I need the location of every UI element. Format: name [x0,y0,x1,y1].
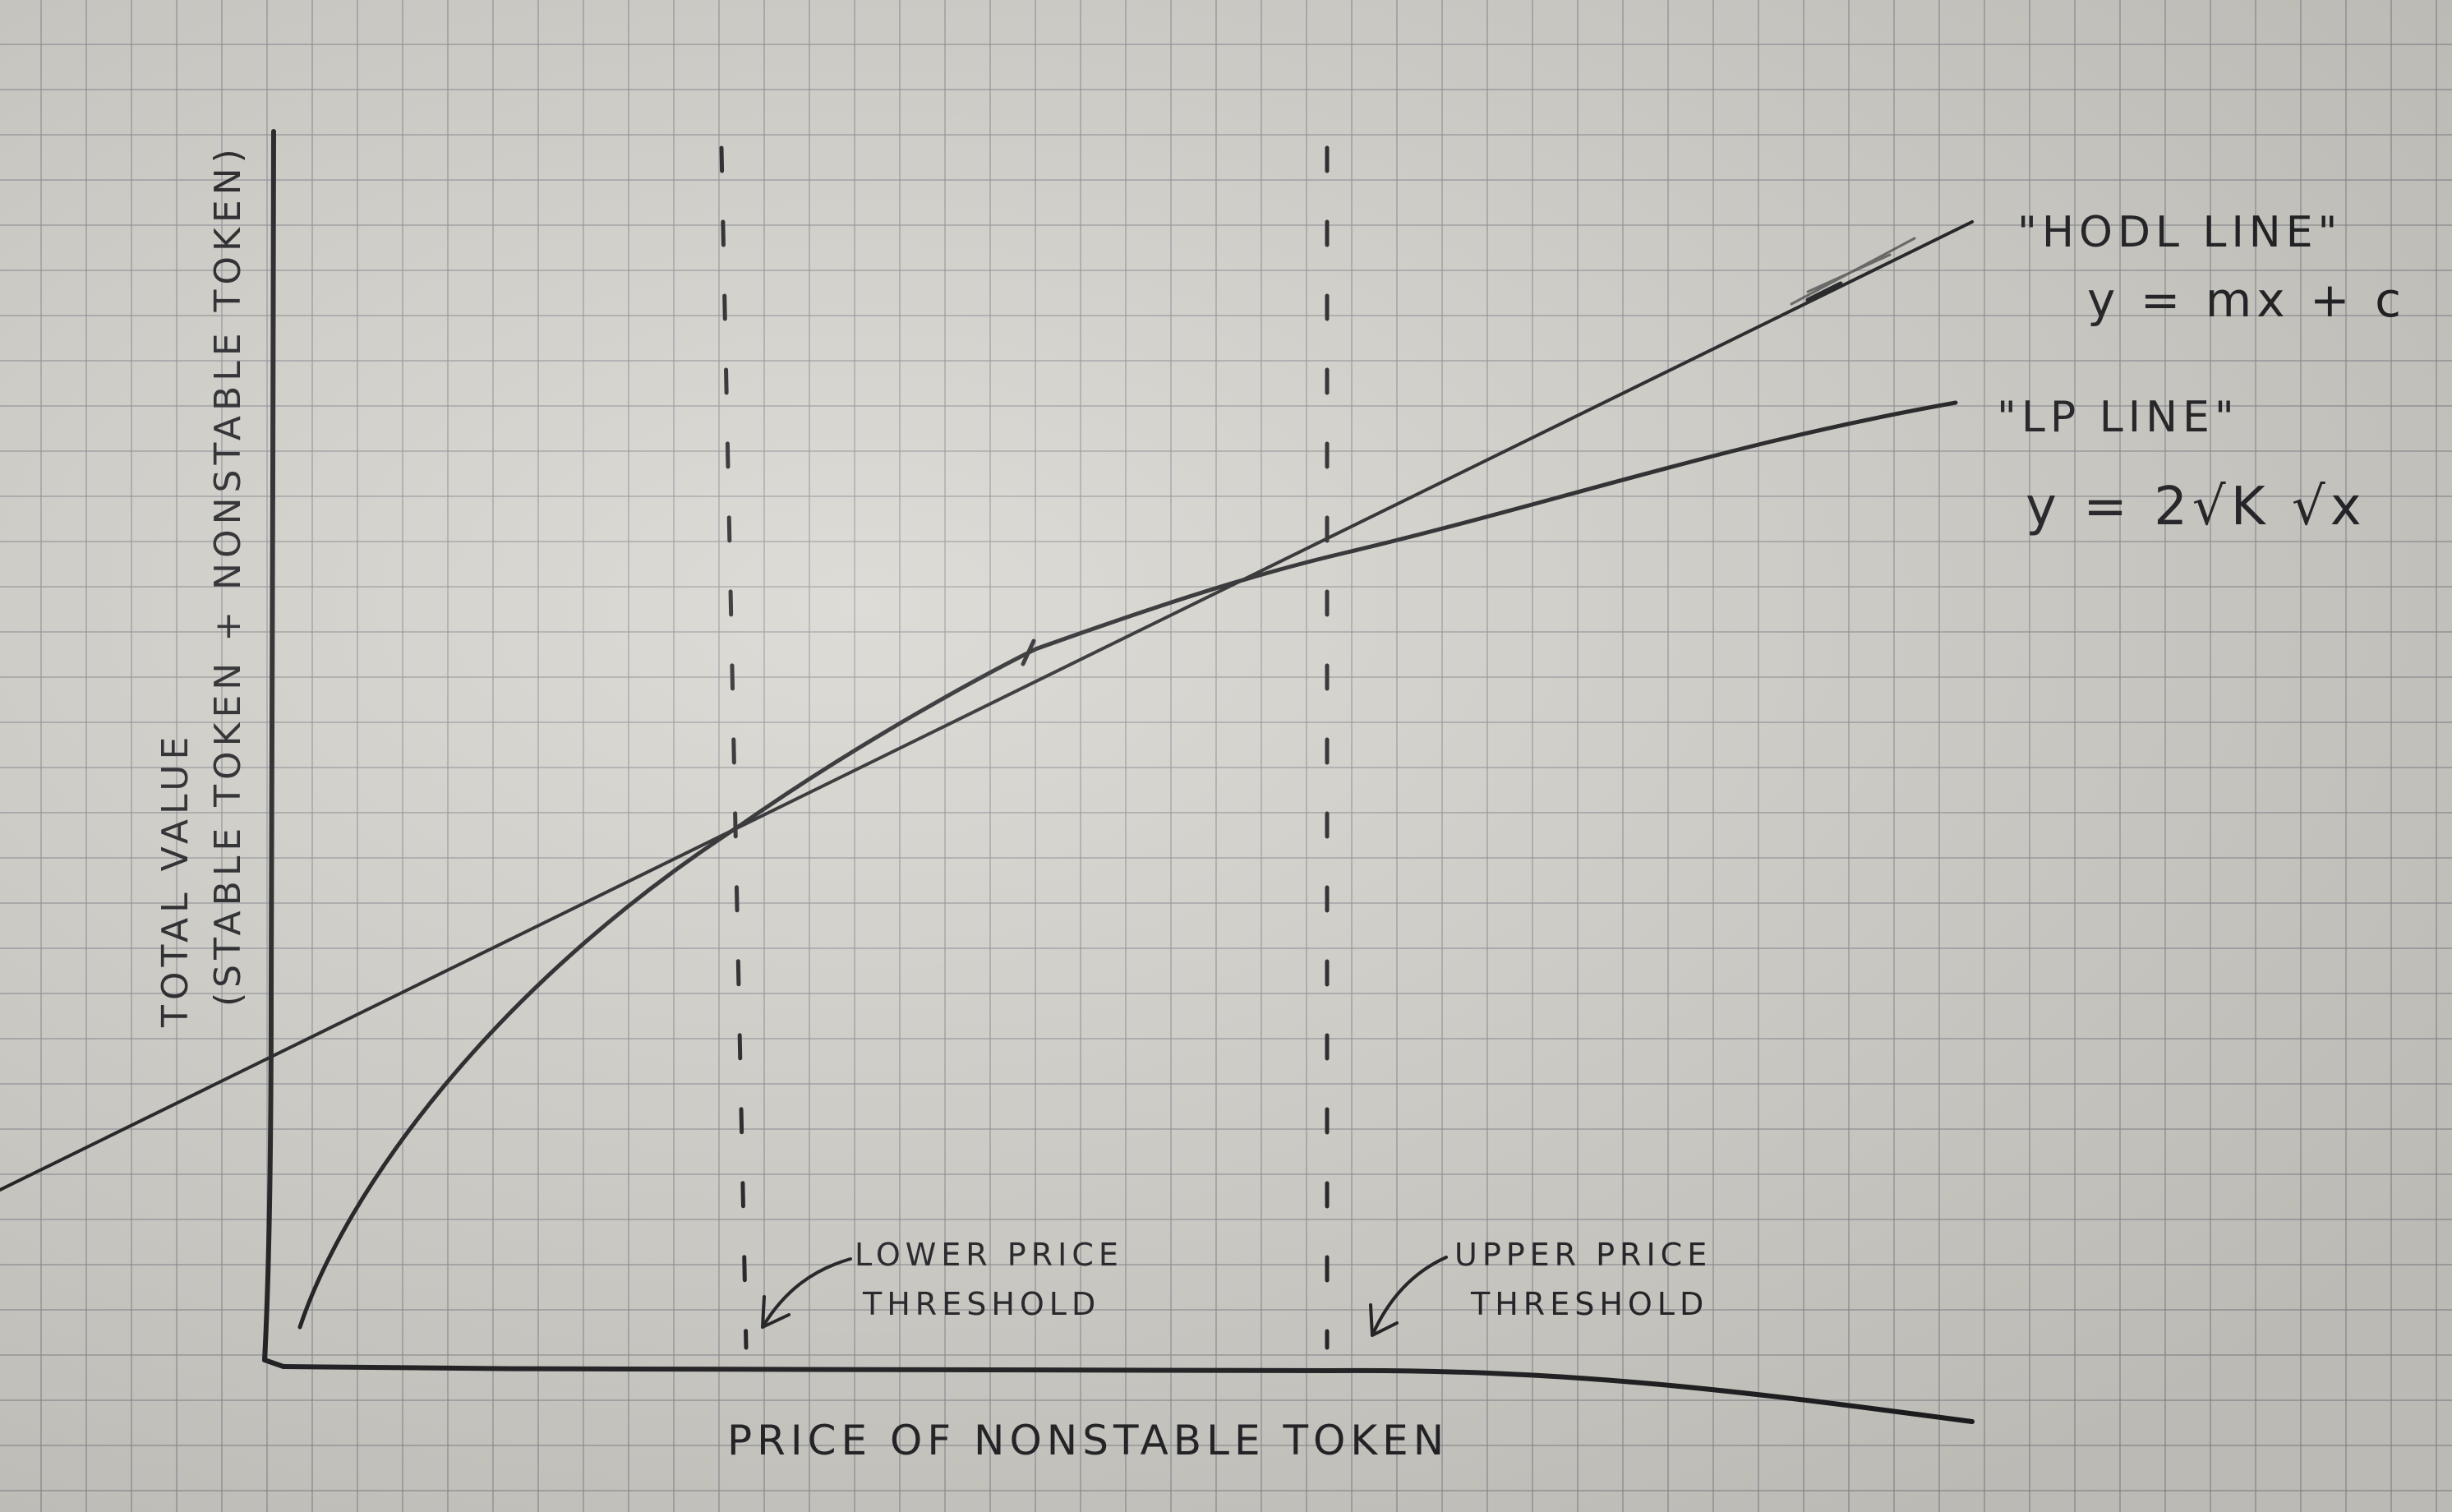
lower-threshold-label-line2: THRESHOLD [862,1286,1100,1322]
tangent-point-mark [1021,638,1036,666]
hodl-tick-mark [1805,281,1843,302]
upper-threshold-label-line2: THRESHOLD [1470,1286,1708,1322]
y-axis [262,129,286,1369]
y-axis-label-line2: (STABLE TOKEN + NONSTABLE TOKEN) [207,144,249,1007]
hodl-line-overstroke [1790,237,1916,306]
lp-curve [297,400,1958,1330]
y-axis-label-line1: TOTAL VALUE [154,732,196,1028]
hodl-line-equation: y = mx + c [2087,272,2406,328]
lp-line-equation: y = 2√K √x [2026,477,2367,537]
x-axis [281,1364,1975,1424]
lower-threshold-arrow [761,1257,852,1329]
x-axis-label: PRICE OF NONSTABLE TOKEN [727,1417,1449,1464]
lower-threshold-label-line1: LOWER PRICE [855,1237,1123,1273]
hodl-line [0,220,1974,1192]
lower-threshold-line [719,145,749,1350]
lp-line-name: "LP LINE" [1997,393,2239,442]
upper-threshold-label-line1: UPPER PRICE [1454,1237,1712,1273]
upper-threshold-arrow [1369,1256,1448,1337]
hodl-line-name: "HODL LINE" [2017,208,2342,257]
